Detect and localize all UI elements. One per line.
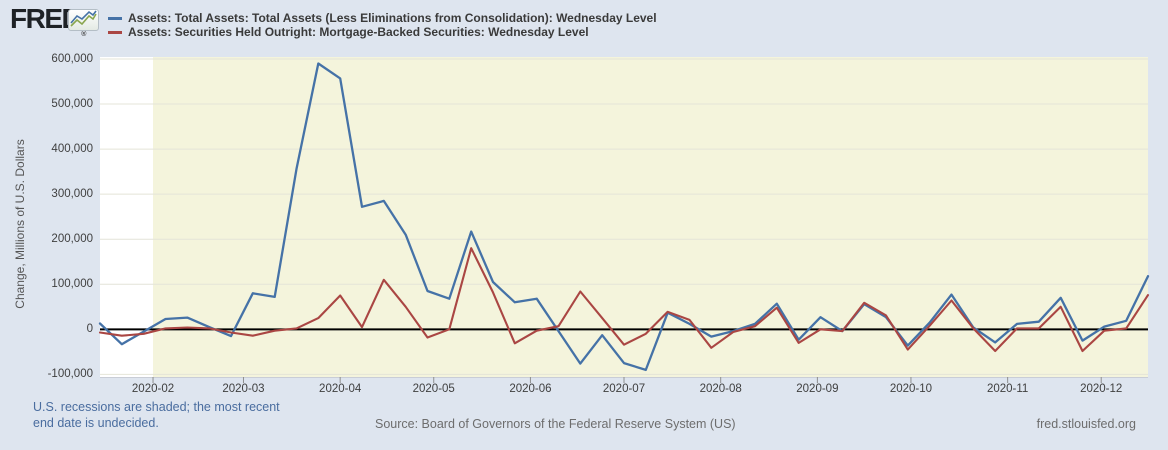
x-tick-label: 2020-03 xyxy=(222,383,265,395)
x-tick-label: 2020-09 xyxy=(796,383,839,395)
x-tick-label: 2020-11 xyxy=(986,383,1029,395)
fred-site-link[interactable]: fred.stlouisfed.org xyxy=(1036,417,1136,431)
y-tick-label: 500,000 xyxy=(51,97,93,110)
legend-item-total-assets: Assets: Total Assets: Total Assets (Less… xyxy=(108,11,657,25)
y-tick-label: 400,000 xyxy=(51,142,93,155)
recession-note-line1: U.S. recessions are shaded; the most rec… xyxy=(33,400,280,414)
recession-band xyxy=(153,57,1148,377)
legend-label-total-assets: Assets: Total Assets: Total Assets (Less… xyxy=(128,11,657,25)
chart-legend: Assets: Total Assets: Total Assets (Less… xyxy=(108,11,657,39)
recession-note-link[interactable]: U.S. recessions are shaded; the most rec… xyxy=(33,399,280,431)
x-tick-label: 2020-02 xyxy=(131,383,175,395)
series-line-mbs xyxy=(98,247,1150,353)
x-tick-label: 2020-04 xyxy=(319,383,362,395)
y-axis-title: Change, Millions of U.S. Dollars xyxy=(13,139,27,309)
y-tick-label: 300,000 xyxy=(51,187,93,200)
x-tick-label: 2020-07 xyxy=(602,383,646,395)
x-tick-label: 2020-06 xyxy=(509,383,552,395)
fred-logo-chart-icon xyxy=(68,9,99,31)
y-tick-label: 100,000 xyxy=(51,277,93,290)
registered-mark-icon: ® xyxy=(81,31,87,38)
y-tick-label: -100,000 xyxy=(47,367,93,380)
x-tick-label: 2020-12 xyxy=(1080,383,1123,395)
x-tick-label: 2020-10 xyxy=(889,383,933,395)
y-tick-label: 0 xyxy=(86,322,93,335)
legend-item-mbs: Assets: Securities Held Outright: Mortga… xyxy=(108,25,657,39)
y-tick-label: 200,000 xyxy=(51,232,93,245)
legend-line-swatch-blue xyxy=(108,16,122,20)
legend-line-swatch-red xyxy=(108,30,122,34)
recession-note-line2: end date is undecided. xyxy=(33,416,159,430)
x-tick-label: 2020-05 xyxy=(412,383,455,395)
source-attribution: Source: Board of Governors of the Federa… xyxy=(375,417,736,431)
x-tick-label: 2020-08 xyxy=(699,383,742,395)
y-tick-label: 600,000 xyxy=(51,52,93,65)
legend-label-mbs: Assets: Securities Held Outright: Mortga… xyxy=(128,25,589,39)
